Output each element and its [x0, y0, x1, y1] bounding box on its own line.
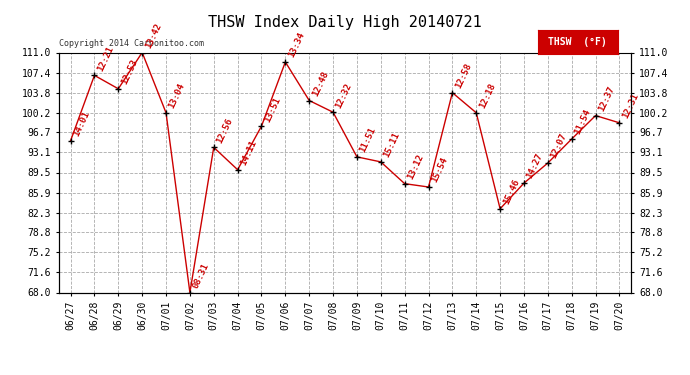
Text: 12:31: 12:31	[620, 92, 640, 120]
Text: 12:21: 12:21	[96, 44, 115, 73]
Text: 11:54: 11:54	[573, 108, 593, 136]
Text: 12:07: 12:07	[549, 132, 569, 160]
Text: 12:58: 12:58	[453, 62, 473, 90]
Text: 15:54: 15:54	[430, 156, 449, 184]
Text: THSW  (°F): THSW (°F)	[549, 37, 607, 47]
Text: 13:42: 13:42	[144, 21, 163, 50]
Text: 13:34: 13:34	[286, 31, 306, 59]
Text: 12:53: 12:53	[119, 58, 139, 86]
Text: 14:01: 14:01	[72, 110, 91, 138]
Text: 14:11: 14:11	[239, 139, 258, 167]
Text: THSW Index Daily High 20140721: THSW Index Daily High 20140721	[208, 15, 482, 30]
Text: 08:31: 08:31	[191, 261, 210, 290]
Text: 13:12: 13:12	[406, 153, 425, 181]
Text: 11:51: 11:51	[358, 126, 377, 154]
Text: 15:46: 15:46	[502, 178, 521, 206]
Text: 14:27: 14:27	[525, 152, 544, 180]
Text: 13:51: 13:51	[263, 95, 282, 123]
Text: 12:48: 12:48	[310, 69, 330, 98]
Text: 12:18: 12:18	[477, 82, 497, 110]
Text: 15:11: 15:11	[382, 131, 402, 159]
Text: 13:04: 13:04	[167, 82, 187, 110]
Text: Copyright 2014 Carbonitoo.com: Copyright 2014 Carbonitoo.com	[59, 39, 204, 48]
Text: 12:32: 12:32	[334, 81, 354, 110]
Text: 12:37: 12:37	[597, 85, 616, 113]
Text: 12:56: 12:56	[215, 116, 235, 145]
